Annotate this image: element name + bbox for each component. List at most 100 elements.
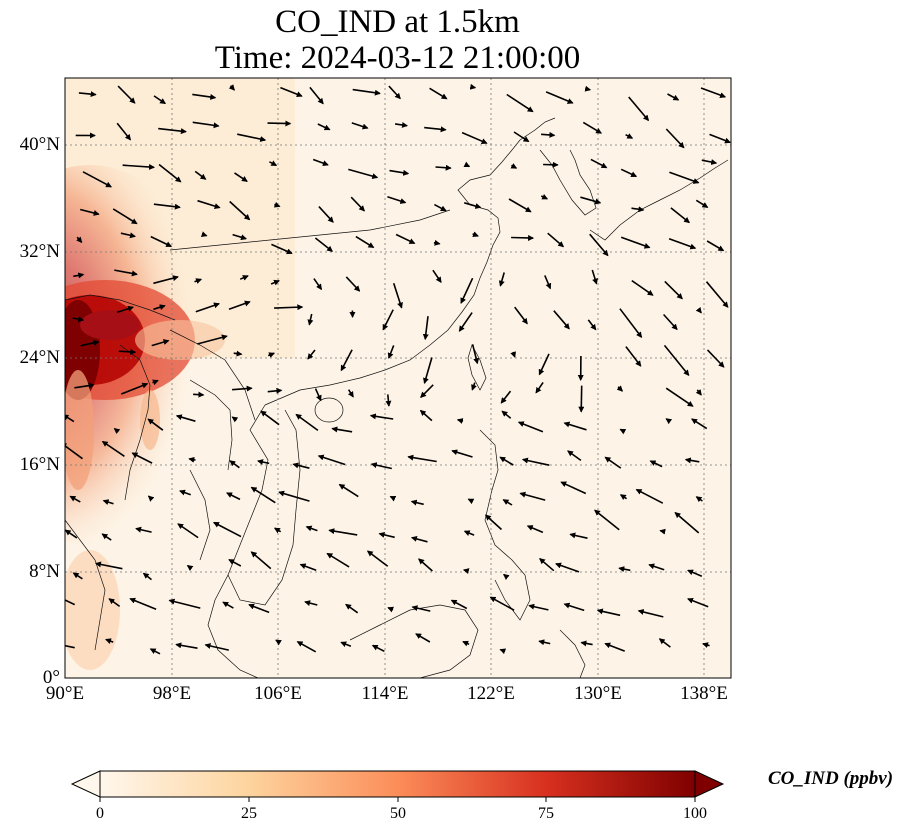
concentration-field — [65, 78, 731, 678]
wind-arrow — [347, 389, 354, 398]
wind-arrow — [616, 385, 624, 392]
wind-arrow — [419, 409, 433, 422]
wind-arrow — [619, 428, 627, 435]
wind-arrow — [528, 603, 549, 611]
wind-arrow — [299, 563, 317, 572]
wind-arrow — [589, 233, 609, 257]
wind-arrow — [305, 525, 318, 532]
wind-arrow — [232, 385, 253, 392]
wind-arrow — [456, 418, 464, 424]
wind-arrow — [706, 240, 725, 252]
wind-arrow — [292, 462, 310, 469]
wind-arrow — [435, 164, 452, 171]
wind-arrow — [116, 305, 134, 314]
wind-arrow — [234, 172, 248, 182]
wind-arrow — [65, 599, 76, 606]
wind-arrow — [260, 410, 280, 426]
wind-arrow — [131, 452, 153, 464]
wind-arrow — [434, 203, 447, 212]
wind-arrow — [489, 596, 515, 611]
wind-arrow — [355, 235, 375, 249]
wind-arrow — [429, 87, 448, 100]
map-frame — [64, 77, 732, 679]
wind-arrow — [345, 276, 361, 292]
wind-arrow — [691, 418, 708, 430]
coastlines — [65, 117, 729, 678]
wind-arrow — [175, 642, 198, 649]
wind-arrow — [578, 385, 585, 413]
wind-arrow — [628, 96, 650, 122]
wind-arrow — [560, 481, 587, 495]
wind-arrow — [351, 122, 369, 130]
wind-arrow — [280, 86, 303, 98]
wind-arrow — [147, 418, 164, 431]
wind-arrow — [499, 648, 507, 655]
wind-arrow — [695, 496, 703, 503]
wind-arrow — [418, 558, 433, 572]
wind-arrow — [112, 208, 138, 225]
wind-arrow — [387, 606, 394, 613]
wind-arrow — [538, 639, 551, 646]
wind-arrow — [237, 133, 267, 143]
wind-arrow — [338, 483, 359, 498]
map-title: CO_IND at 1.5km — [275, 4, 520, 40]
wind-arrow — [433, 239, 441, 246]
wind-arrow — [555, 562, 580, 573]
wind-arrow — [200, 231, 208, 238]
wind-arrow — [194, 278, 203, 284]
wind-arrow — [80, 208, 100, 216]
wind-arrow — [153, 275, 179, 285]
wind-arrow — [625, 346, 642, 367]
wind-arrow — [569, 532, 588, 539]
wind-arrow — [420, 384, 434, 399]
wind-arrow — [423, 357, 433, 385]
lon-tick-114e: 114°E — [361, 683, 409, 704]
wind-arrow — [151, 339, 170, 347]
wind-arrow — [113, 427, 121, 435]
wind-arrow — [371, 644, 385, 653]
wind-arrow — [461, 131, 488, 144]
wind-arrow — [510, 351, 516, 358]
wind-arrow — [695, 306, 702, 314]
wind-arrow — [168, 598, 201, 609]
wind-arrow — [506, 93, 534, 113]
wind-arrow — [177, 523, 199, 539]
wind-arrow — [517, 421, 544, 433]
wind-arrow — [348, 168, 379, 180]
wind-arrow — [519, 491, 546, 501]
wind-arrow — [563, 421, 587, 431]
gridlines — [65, 78, 731, 678]
wind-arrow — [248, 603, 270, 614]
wind-arrow — [192, 121, 220, 129]
wind-arrow — [278, 490, 310, 502]
wind-arrow — [620, 168, 638, 178]
wind-arrow — [232, 233, 247, 241]
wind-arrow — [267, 120, 292, 127]
wind-arrow — [269, 160, 278, 167]
wind-arrow — [102, 499, 114, 505]
wind-arrow — [450, 599, 468, 610]
wind-arrow — [411, 605, 431, 612]
wind-arrow — [153, 95, 167, 105]
map-time-subtitle: Time: 2024-03-12 21:00:00 — [214, 40, 581, 76]
wind-arrow — [604, 642, 625, 652]
wind-arrow — [526, 525, 544, 534]
wind-arrow — [158, 127, 187, 135]
wind-arrow — [669, 171, 700, 184]
wind-arrow — [82, 171, 112, 188]
wind-arrow — [663, 313, 678, 331]
colorbar-tick-75: 75 — [538, 805, 554, 822]
wind-arrow — [152, 379, 159, 386]
wind-arrow — [625, 133, 634, 139]
wind-arrow — [667, 93, 680, 101]
wind-arrow — [313, 278, 323, 291]
wind-arrow — [118, 348, 137, 355]
wind-arrow — [511, 234, 535, 241]
wind-arrow — [637, 609, 664, 618]
wind-arrow — [451, 449, 473, 458]
wind-arrow — [422, 316, 429, 341]
lat-tick-16n: 16°N — [19, 454, 60, 475]
wind-arrow — [663, 344, 690, 376]
wind-arrow — [73, 272, 85, 279]
wind-arrow — [499, 456, 514, 466]
